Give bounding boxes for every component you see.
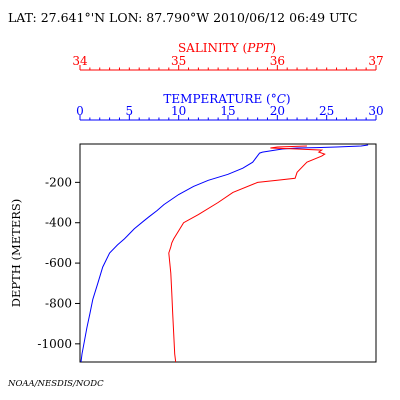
- temperature-profile-line: [80, 144, 369, 363]
- salinity-tick-label: 37: [368, 54, 383, 68]
- plot-frame: [79, 143, 377, 363]
- temperature-tick-label: 30: [368, 104, 383, 118]
- temperature-tick-label: 25: [319, 104, 334, 118]
- salinity-profile-line: [168, 145, 326, 363]
- depth-tick-label: -600: [45, 256, 72, 270]
- depth-tick-label: -400: [45, 216, 72, 230]
- salinity-axis: 34 35 36 37: [72, 54, 384, 71]
- depth-tick-label: -1000: [37, 337, 72, 351]
- footer-credit: NOAA/NESDIS/NODC: [7, 379, 104, 389]
- salinity-tick-label: 34: [72, 54, 88, 68]
- salinity-axis-label: SALINITY (PPT): [178, 41, 276, 55]
- depth-tick-label: -800: [45, 296, 72, 310]
- temperature-axis-label: TEMPERATURE (°C): [163, 92, 290, 106]
- temperature-tick-label: 15: [220, 104, 235, 118]
- temperature-axis: 0 5 10 15 20 25 30: [76, 104, 384, 121]
- depth-tick-label: -200: [45, 175, 72, 189]
- temperature-tick-label: 0: [76, 104, 84, 118]
- salinity-tick-label: 36: [270, 54, 285, 68]
- header-title: LAT: 27.641°'N LON: 87.790°W 2010/06/12 …: [8, 10, 358, 25]
- series-layer: [80, 144, 369, 363]
- temperature-tick-label: 20: [270, 104, 285, 118]
- temperature-tick-label: 5: [126, 104, 134, 118]
- y-axis-label: DEPTH (METERS): [9, 199, 23, 307]
- salinity-tick-label: 35: [171, 54, 186, 68]
- depth-axis: -200 -400 -600 -800 -1000: [37, 175, 80, 351]
- temperature-tick-label: 10: [171, 104, 186, 118]
